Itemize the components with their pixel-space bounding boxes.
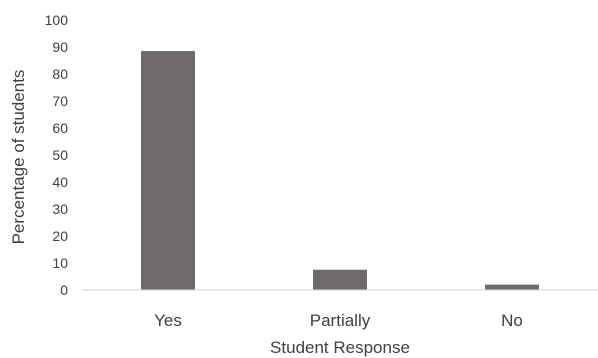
- x-axis-labels: Yes Partially No: [154, 311, 523, 330]
- y-tick-label: 70: [52, 93, 68, 109]
- bar-no: [485, 284, 539, 290]
- y-axis-ticks: 0 10 20 30 40 50 60 70 80 90 100: [45, 12, 69, 298]
- x-tick-label: Yes: [154, 311, 182, 330]
- x-tick-label: No: [501, 311, 523, 330]
- y-tick-label: 30: [52, 201, 68, 217]
- y-tick-label: 80: [52, 66, 68, 82]
- bar-partially: [313, 269, 367, 290]
- y-tick-label: 90: [52, 39, 68, 55]
- y-tick-label: 100: [45, 12, 69, 28]
- y-tick-label: 40: [52, 174, 68, 190]
- y-tick-label: 60: [52, 120, 68, 136]
- bars: [141, 51, 539, 290]
- y-tick-label: 10: [52, 255, 68, 271]
- y-tick-label: 0: [60, 282, 68, 298]
- bar-yes: [141, 51, 195, 290]
- x-tick-label: Partially: [310, 311, 371, 330]
- x-axis-title: Student Response: [270, 338, 410, 357]
- y-tick-label: 50: [52, 147, 68, 163]
- y-axis-title: Percentage of students: [9, 70, 28, 245]
- y-tick-label: 20: [52, 228, 68, 244]
